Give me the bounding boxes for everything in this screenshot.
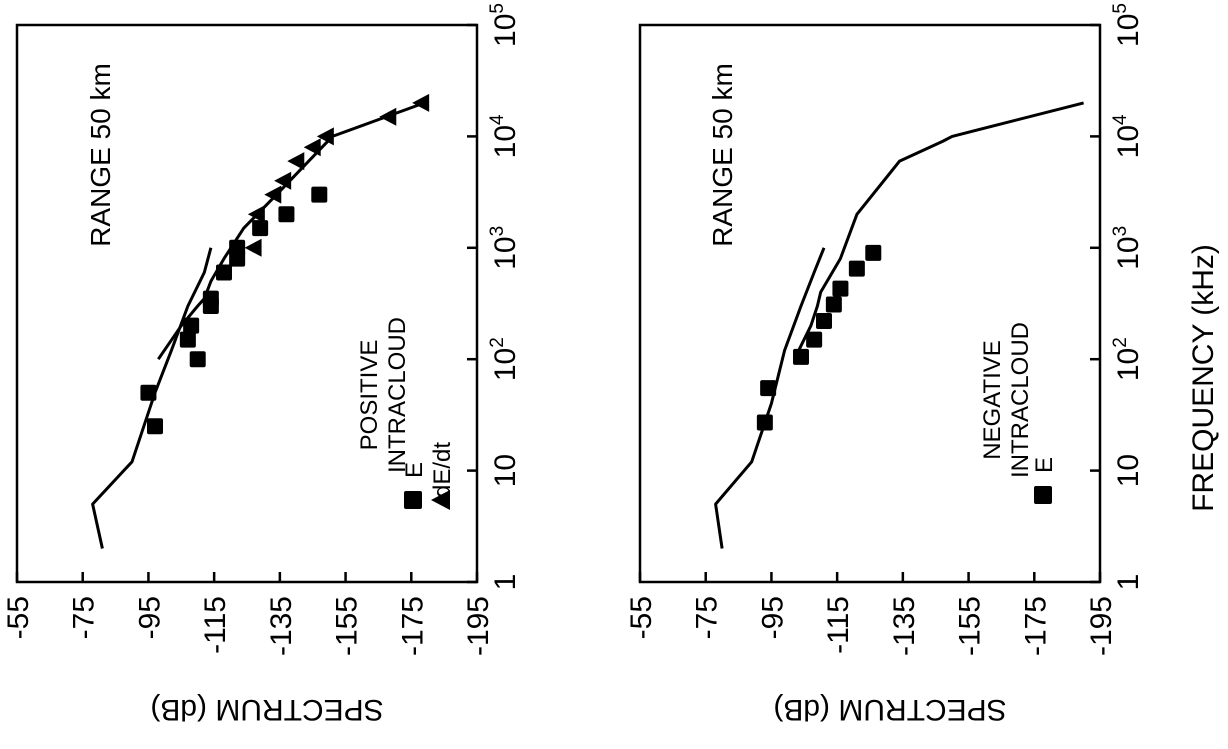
data-point-square (816, 313, 832, 330)
x-tick-label: 1 (489, 574, 522, 591)
data-point-square (848, 260, 865, 277)
data-point-square (189, 351, 206, 368)
x-tick-label: 104 (1110, 114, 1145, 158)
y-tick-label: -95 (756, 596, 789, 639)
data-point-square (252, 220, 269, 237)
data-point-triangle (264, 185, 282, 204)
x-tick-label: 10 (1112, 454, 1145, 487)
x-tick-label: 103 (1110, 226, 1145, 270)
legend-title: INTRACLOUD (1007, 322, 1034, 478)
y-tick-label: -115 (199, 596, 232, 654)
legend-title: NEGATIVE (979, 340, 1006, 460)
y-tick-label: -115 (822, 596, 855, 654)
legend-label: E (1031, 457, 1058, 473)
range-annotation: RANGE 50 km (85, 63, 116, 247)
data-point-square (825, 296, 842, 313)
y-tick-label: -195 (462, 596, 495, 656)
x-tick-label: 102 (1110, 337, 1145, 381)
spectrum-curve (91, 247, 213, 549)
y-tick-label: -155 (954, 596, 987, 656)
x-tick-label: 103 (487, 226, 522, 270)
data-point-square (183, 317, 200, 334)
negative-intracloud-panel: -55 -75 -95 -115 -135 -155 -175 -195 1 10 102 103 10… (625, 3, 1145, 726)
y-tick-label: -55 (625, 596, 658, 639)
data-point-triangle (287, 152, 305, 171)
y-tick-label: -195 (1085, 596, 1118, 656)
data-point-triangle (244, 238, 262, 257)
legend-square-marker (404, 491, 422, 509)
legend-title: INTRACLOUD (384, 317, 411, 473)
data-point-square (832, 280, 849, 297)
data-point-triangle (303, 138, 321, 157)
x-tick-label: 105 (487, 3, 522, 47)
plot-frame (15, 23, 479, 584)
x-tick-label: 105 (1110, 3, 1145, 47)
y-tick-label: -175 (1019, 596, 1052, 656)
y-tick-label: -95 (133, 596, 166, 639)
data-point-square (147, 418, 163, 435)
legend-square-marker (1034, 486, 1052, 504)
data-point-square (311, 186, 328, 203)
positive-intracloud-panel: -55 -75 -95 -115 -135 -155 -175 -195 1 10 102 103 10… (2, 3, 522, 726)
y-tick-label: -135 (888, 596, 921, 656)
x-tick-label: 10 (489, 454, 522, 487)
y-tick-label: -175 (396, 596, 429, 656)
spectrum-curve (157, 101, 425, 361)
x-axis-title: FREQUENCY (kHz) (1187, 244, 1220, 512)
y-tick-label: -55 (2, 596, 35, 639)
legend-label: dE/dt (429, 442, 456, 498)
plot-frame (638, 23, 1102, 584)
legend-triangle-marker (431, 490, 450, 510)
spectrum-curve (714, 247, 826, 549)
x-tick-label: 102 (487, 337, 522, 381)
y-axis-title: SPECTRUM (dB) (773, 693, 1006, 726)
range-annotation: RANGE 50 km (707, 63, 738, 247)
x-tick-label: 104 (487, 114, 522, 158)
data-point-square (179, 331, 196, 348)
y-tick-label: -155 (331, 596, 364, 656)
x-tick-label: 1 (1112, 574, 1145, 591)
data-point-square (278, 206, 295, 223)
y-tick-label: -135 (265, 596, 298, 656)
y-axis-title: SPECTRUM (dB) (150, 693, 383, 726)
data-point-square (865, 244, 882, 261)
data-point-square (760, 380, 777, 397)
legend-label: E (401, 462, 428, 478)
data-point-square (806, 331, 823, 348)
y-tick-label: -75 (691, 596, 724, 639)
spectrum-curve (793, 101, 1084, 360)
y-tick-label: -75 (68, 596, 101, 639)
legend-title: POSITIVE (356, 340, 383, 451)
